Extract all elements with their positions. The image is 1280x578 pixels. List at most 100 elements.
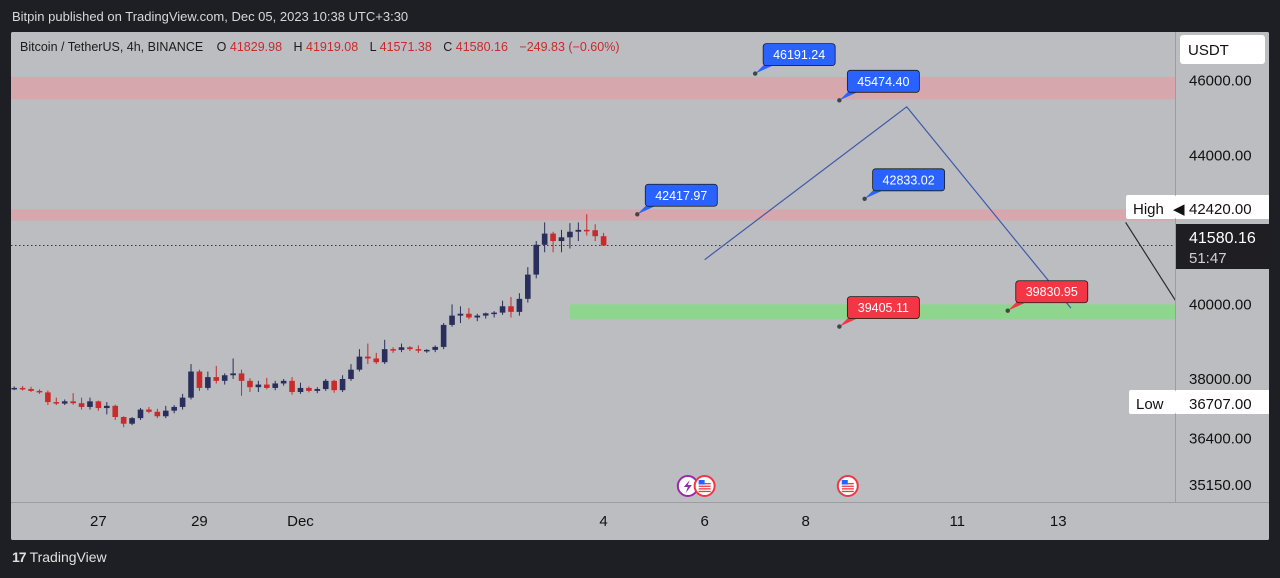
publish-header: Bitpin published on TradingView.com, Dec… — [0, 0, 1280, 32]
candle[interactable] — [525, 274, 531, 299]
candle[interactable] — [297, 387, 304, 393]
candle[interactable] — [230, 373, 236, 376]
tradingview-logo[interactable]: 17 TradingView — [12, 549, 107, 565]
price-callout[interactable]: 45474.40 — [837, 69, 920, 103]
candle[interactable] — [104, 405, 110, 409]
candle[interactable] — [11, 387, 17, 390]
callout-box — [872, 168, 946, 192]
candle[interactable] — [398, 347, 405, 350]
candle[interactable] — [28, 389, 34, 391]
candle[interactable] — [482, 313, 489, 316]
candle[interactable] — [365, 356, 371, 359]
candle[interactable] — [36, 390, 43, 393]
time-tick-label: 13 — [1050, 513, 1067, 530]
candle[interactable] — [508, 306, 514, 312]
candle[interactable] — [575, 229, 582, 232]
candle[interactable] — [516, 298, 523, 312]
candle[interactable] — [53, 402, 60, 404]
candle[interactable] — [19, 387, 26, 390]
candle[interactable] — [112, 405, 119, 418]
candle[interactable] — [255, 384, 262, 388]
candle[interactable] — [238, 373, 245, 381]
callout-text: 39405.11 — [858, 301, 909, 315]
candle[interactable] — [331, 380, 337, 391]
price-callout[interactable]: 39830.95 — [1005, 280, 1089, 313]
candle[interactable] — [171, 406, 177, 411]
resistance-zone-1[interactable] — [11, 209, 1175, 221]
candle[interactable] — [45, 392, 51, 403]
callout-pointer — [637, 204, 660, 215]
candle[interactable] — [432, 346, 438, 350]
candle[interactable] — [154, 411, 161, 417]
us-flag-icon[interactable] — [693, 475, 716, 497]
candle[interactable] — [583, 229, 590, 232]
candle[interactable] — [314, 389, 321, 391]
candle[interactable] — [600, 236, 607, 246]
candle[interactable] — [272, 383, 279, 388]
candle[interactable] — [415, 349, 422, 351]
candle[interactable] — [120, 417, 127, 424]
candle[interactable] — [129, 418, 135, 424]
callout-pointer — [839, 90, 862, 101]
candle[interactable] — [70, 401, 76, 404]
candle[interactable] — [440, 324, 447, 347]
candle[interactable] — [491, 312, 497, 315]
candle[interactable] — [339, 378, 346, 391]
candle[interactable] — [322, 380, 329, 390]
candle[interactable] — [289, 380, 295, 393]
candle[interactable] — [213, 377, 220, 381]
candle[interactable] — [558, 237, 565, 242]
symbol-name[interactable]: Bitcoin / TetherUS, 4h, BINANCE — [20, 40, 203, 54]
candle[interactable] — [196, 371, 203, 388]
candle[interactable] — [541, 233, 548, 245]
candle[interactable] — [146, 409, 152, 412]
high-value: 41919.08 — [306, 40, 358, 54]
callout-pointer — [864, 188, 887, 199]
price-chart[interactable]: 46191.24 45474.40 42417.97 42833.02 39405.11… — [11, 32, 1269, 540]
candle[interactable] — [264, 384, 270, 388]
resistance-zone-0[interactable] — [11, 77, 1175, 100]
currency-button[interactable] — [1180, 35, 1265, 64]
candle[interactable] — [474, 315, 481, 318]
candle[interactable] — [466, 313, 472, 318]
candle[interactable] — [499, 306, 506, 313]
candle[interactable] — [407, 347, 413, 350]
candle[interactable] — [137, 409, 144, 419]
candle[interactable] — [390, 349, 396, 351]
candle[interactable] — [221, 375, 228, 381]
candle[interactable] — [348, 369, 354, 379]
candle[interactable] — [95, 401, 102, 409]
candle[interactable] — [162, 410, 169, 417]
candle[interactable] — [381, 349, 388, 363]
candle[interactable] — [205, 377, 211, 388]
candle[interactable] — [373, 358, 380, 363]
us-flag-icon[interactable] — [836, 475, 859, 497]
time-axis[interactable]: 27 29 Dec 4 6 8 11 13 — [90, 513, 1067, 530]
projection-path[interactable] — [704, 106, 1072, 309]
candle[interactable] — [87, 401, 93, 407]
candle[interactable] — [567, 231, 573, 238]
candle[interactable] — [247, 380, 253, 388]
price-change: −249.83 (−0.60%) — [519, 40, 619, 54]
price-callout[interactable]: 39405.11 — [837, 296, 920, 329]
candle[interactable] — [550, 233, 556, 242]
low-label: L — [370, 40, 377, 54]
price-callout[interactable]: 42417.97 — [635, 183, 718, 217]
candle[interactable] — [78, 403, 85, 407]
price-axis[interactable] — [1176, 32, 1269, 540]
candle[interactable] — [592, 230, 598, 237]
candle[interactable] — [356, 356, 363, 370]
candle[interactable] — [423, 349, 430, 352]
candle[interactable] — [179, 397, 186, 407]
price-tick-label: 35150.00 — [1189, 477, 1252, 494]
chart-frame[interactable]: 46191.24 45474.40 42417.97 42833.02 39405.11… — [11, 32, 1269, 540]
candle[interactable] — [533, 244, 540, 275]
candle[interactable] — [457, 313, 464, 316]
candle[interactable] — [306, 387, 312, 391]
candle[interactable] — [188, 371, 194, 398]
candle[interactable] — [61, 401, 68, 404]
candle[interactable] — [280, 380, 287, 384]
candle[interactable] — [449, 315, 455, 325]
price-callout[interactable]: 42833.02 — [862, 168, 946, 202]
price-callout[interactable]: 46191.24 — [752, 43, 836, 76]
